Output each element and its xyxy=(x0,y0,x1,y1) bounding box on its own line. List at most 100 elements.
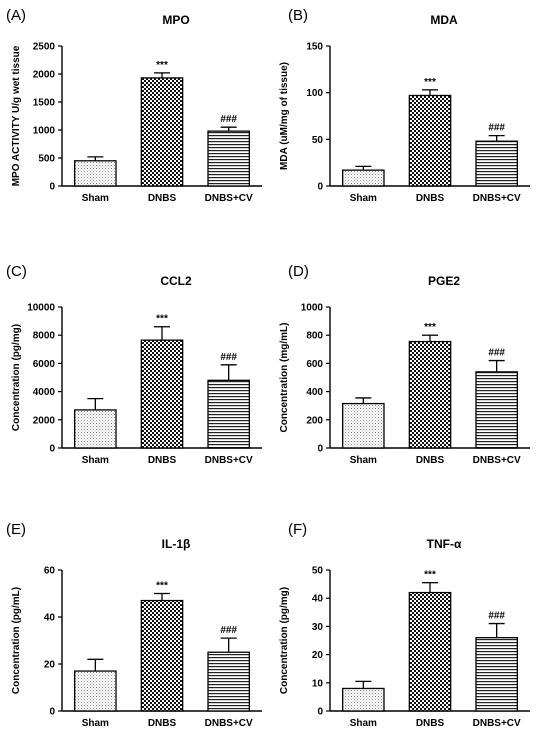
y-tick-label: 20 xyxy=(44,660,56,671)
significance-label: *** xyxy=(424,570,436,581)
y-axis-label: Concentration (pg/mg) xyxy=(279,587,290,694)
y-tick-label: 8000 xyxy=(33,331,56,342)
bar-sham xyxy=(342,402,385,449)
y-tick-label: 10 xyxy=(312,678,324,689)
significance-label: *** xyxy=(156,60,168,71)
y-tick-label: 800 xyxy=(306,331,323,342)
y-axis-label: Concentration (mg/mL) xyxy=(279,323,290,433)
bar-dnbs-cv xyxy=(207,130,250,187)
bar-sham xyxy=(342,687,385,712)
chart-title: PGE2 xyxy=(428,274,460,288)
bar-dnbs xyxy=(140,339,184,449)
y-tick-label: 600 xyxy=(306,359,323,370)
y-tick-label: 200 xyxy=(306,415,323,426)
y-tick-label: 500 xyxy=(38,154,55,165)
significance-label: *** xyxy=(156,581,168,592)
chart-title: MPO xyxy=(162,13,189,27)
bar-dnbs xyxy=(140,599,184,712)
y-axis-label: MPO ACTIVITY U/g wet tissue xyxy=(11,45,22,186)
bar-dnbs-cv xyxy=(475,371,518,449)
chart-panel-5: (E) IL-1β 0 20 40 60 Concentration (pg/mL) Sham… xyxy=(6,521,262,729)
y-tick-label: 10000 xyxy=(27,303,55,314)
x-tick-label: DNBS xyxy=(148,193,177,204)
significance-label: ### xyxy=(220,352,237,363)
panel-letter: (D) xyxy=(288,263,309,280)
significance-label: *** xyxy=(424,322,436,333)
x-tick-label: DNBS+CV xyxy=(473,718,521,729)
x-tick-label: DNBS xyxy=(416,455,445,466)
x-tick-label: Sham xyxy=(82,718,109,729)
bar-dnbs xyxy=(408,94,452,187)
y-tick-label: 400 xyxy=(306,387,323,398)
bar-dnbs xyxy=(140,77,184,187)
significance-label: *** xyxy=(156,314,168,325)
y-axis-label: Concentration (pg/mL) xyxy=(11,587,22,694)
x-tick-label: DNBS+CV xyxy=(205,193,253,204)
y-tick-label: 0 xyxy=(317,182,323,193)
chart-panel-1: (A) MPO 0 500 1000 1500 2000 2500 MPO ACTIVITY U… xyxy=(6,7,262,204)
significance-label: ### xyxy=(220,625,237,636)
panel-letter: (A) xyxy=(6,7,26,24)
x-tick-label: DNBS+CV xyxy=(205,455,253,466)
significance-label: ### xyxy=(220,114,237,125)
x-tick-label: Sham xyxy=(350,193,377,204)
bar-sham xyxy=(74,670,117,712)
significance-label: ### xyxy=(488,348,505,359)
panel-letter: (B) xyxy=(288,7,308,24)
y-tick-label: 1000 xyxy=(33,126,56,137)
y-tick-label: 0 xyxy=(317,444,323,455)
bar-dnbs xyxy=(408,591,452,712)
significance-label: ### xyxy=(488,611,505,622)
bar-sham xyxy=(74,409,117,449)
y-tick-label: 50 xyxy=(312,135,324,146)
y-tick-label: 100 xyxy=(306,88,323,99)
bar-dnbs-cv xyxy=(207,379,250,449)
panel-letter: (F) xyxy=(288,521,307,538)
y-tick-label: 0 xyxy=(317,707,323,718)
significance-label: ### xyxy=(488,123,505,134)
x-tick-label: DNBS xyxy=(416,718,445,729)
y-tick-label: 150 xyxy=(306,42,323,53)
y-tick-label: 40 xyxy=(44,613,56,624)
x-tick-label: Sham xyxy=(82,193,109,204)
chart-title: CCL2 xyxy=(160,274,192,288)
y-tick-label: 1000 xyxy=(301,303,324,314)
x-tick-label: Sham xyxy=(350,718,377,729)
bar-sham xyxy=(342,169,385,187)
x-tick-label: DNBS+CV xyxy=(473,455,521,466)
chart-title: TNF-α xyxy=(427,537,462,551)
chart-title: IL-1β xyxy=(162,537,191,551)
y-axis-label: MDA (uM/mg of tissue) xyxy=(279,62,290,170)
y-tick-label: 2000 xyxy=(33,70,56,81)
bar-dnbs xyxy=(408,340,452,449)
panel-letter: (C) xyxy=(6,263,27,280)
y-tick-label: 50 xyxy=(312,566,324,577)
y-axis-label: Concentration (pg/mg) xyxy=(11,324,22,431)
bar-dnbs-cv xyxy=(475,637,518,712)
bar-dnbs-cv xyxy=(207,651,250,712)
y-tick-label: 30 xyxy=(312,622,324,633)
bar-dnbs-cv xyxy=(475,140,518,187)
y-tick-label: 6000 xyxy=(33,359,56,370)
x-tick-label: DNBS+CV xyxy=(205,718,253,729)
y-tick-label: 0 xyxy=(49,707,55,718)
x-tick-label: Sham xyxy=(350,455,377,466)
chart-title: MDA xyxy=(430,13,458,27)
x-tick-label: DNBS xyxy=(148,718,177,729)
x-tick-label: DNBS xyxy=(148,455,177,466)
y-tick-label: 1500 xyxy=(33,98,56,109)
y-tick-label: 60 xyxy=(44,566,56,577)
bar-sham xyxy=(74,160,117,187)
y-tick-label: 40 xyxy=(312,594,324,605)
x-tick-label: DNBS+CV xyxy=(473,193,521,204)
x-tick-label: DNBS xyxy=(416,193,445,204)
y-tick-label: 0 xyxy=(49,182,55,193)
y-tick-label: 0 xyxy=(49,444,55,455)
x-tick-label: Sham xyxy=(82,455,109,466)
y-tick-label: 4000 xyxy=(33,387,56,398)
chart-panel-2: (B) MDA 0 50 100 150 MDA (uM/mg of tissue) Sham… xyxy=(279,7,530,204)
panel-letter: (E) xyxy=(6,521,26,538)
chart-panel-3: (C) CCL2 0 2000 4000 6000 8000 10000 Concentrati… xyxy=(6,263,262,466)
y-tick-label: 20 xyxy=(312,650,324,661)
